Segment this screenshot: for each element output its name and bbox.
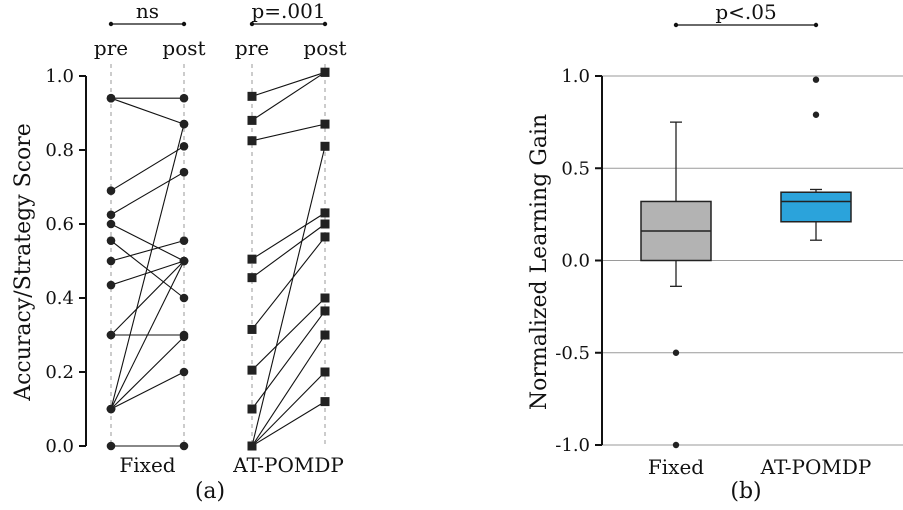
pair-line: [111, 241, 184, 298]
panel-a-y-tick-label: 0.8: [45, 140, 74, 161]
group-label: AT-POMDP: [232, 453, 344, 477]
post-point: [321, 208, 330, 217]
pre-point: [107, 442, 116, 451]
post-point: [180, 442, 189, 451]
pre-point: [248, 325, 257, 334]
panel-b-label: (b): [730, 479, 761, 504]
group-label: Fixed: [119, 453, 175, 477]
interquartile-box: [781, 192, 851, 222]
post-point: [321, 368, 330, 377]
pair-line: [252, 124, 325, 141]
panel-a-y-tick-label: 0.0: [45, 436, 74, 457]
outlier-point: [673, 442, 679, 448]
panel-a-y-tick-label: 0.6: [45, 214, 74, 235]
box-fixed: Fixed: [641, 122, 711, 479]
panel-b-y-tick-label: -0.5: [555, 343, 590, 364]
box-at-pomdp: AT-POMDP: [760, 76, 872, 479]
pre-point: [107, 331, 116, 340]
pre-label: pre: [94, 36, 128, 60]
pair-line: [252, 72, 325, 120]
pre-point: [248, 136, 257, 145]
post-point: [180, 294, 189, 303]
post-point: [321, 220, 330, 229]
post-point: [180, 142, 189, 151]
panel-b-y-tick-label: 0.5: [561, 158, 590, 179]
post-point: [180, 236, 189, 245]
outlier-point: [673, 350, 679, 356]
panel-a-y-tick-label: 0.2: [45, 362, 74, 383]
post-point: [321, 294, 330, 303]
panel-a: Accuracy/Strategy Score 0.0 0.2 0.4 0.6 0.8 1…: [11, 0, 347, 504]
panel-b-y-tick-label: 0.0: [561, 251, 590, 272]
pair-line: [111, 337, 184, 409]
pair-line: [252, 335, 325, 446]
panel-b-y-tick-label: 1.0: [561, 66, 590, 87]
bracket-end: [182, 22, 186, 26]
pre-point: [248, 255, 257, 264]
significance-label: p=.001: [251, 0, 325, 23]
panel-b-y-axis-label: Normalized Learning Gain: [527, 114, 552, 410]
post-point: [180, 120, 189, 129]
bracket-end: [674, 23, 678, 27]
pre-point: [248, 92, 257, 101]
post-point: [321, 331, 330, 340]
pair-line: [111, 98, 184, 124]
pair-line: [252, 72, 325, 96]
post-point: [180, 257, 189, 266]
bracket-end: [814, 23, 818, 27]
pre-point: [107, 220, 116, 229]
post-point: [180, 94, 189, 103]
post-point: [180, 168, 189, 177]
significance-label: ns: [136, 0, 159, 23]
pair-line: [111, 261, 184, 335]
panel-b-y-tick-label: -1.0: [555, 435, 590, 456]
panel-b: Normalized Learning Gain -1.0 -0.5 0.0 0.5 1…: [527, 0, 903, 504]
post-label: post: [162, 36, 205, 60]
post-label: post: [303, 36, 346, 60]
pair-line: [111, 124, 184, 409]
post-point: [321, 232, 330, 241]
category-label: AT-POMDP: [760, 455, 872, 479]
pair-line: [111, 172, 184, 215]
panel-a-y-tick-label: 1.0: [45, 66, 74, 87]
pair-line: [252, 213, 325, 259]
post-point: [321, 142, 330, 151]
outlier-point: [813, 112, 819, 118]
outlier-point: [813, 76, 819, 82]
post-point: [180, 368, 189, 377]
pre-point: [107, 257, 116, 266]
pair-line: [252, 372, 325, 446]
pre-point: [107, 210, 116, 219]
pre-point: [107, 186, 116, 195]
post-point: [321, 397, 330, 406]
pair-line: [111, 224, 184, 261]
pre-point: [107, 405, 116, 414]
post-point: [321, 120, 330, 129]
panel-a-y-axis-label: Accuracy/Strategy Score: [11, 123, 36, 402]
pre-point: [248, 273, 257, 282]
pre-point: [248, 442, 257, 451]
pre-point: [248, 116, 257, 125]
category-label: Fixed: [648, 455, 704, 479]
group-at-pomdp: pre post p=.001 AT-POMDP: [232, 0, 346, 477]
pre-point: [107, 236, 116, 245]
pair-line: [111, 241, 184, 261]
pair-line: [111, 372, 184, 409]
pair-line: [252, 146, 325, 446]
bracket-end: [109, 22, 113, 26]
pre-label: pre: [235, 36, 269, 60]
post-point: [180, 333, 189, 342]
pre-point: [107, 281, 116, 290]
pre-point: [248, 366, 257, 375]
pre-point: [107, 94, 116, 103]
post-point: [321, 306, 330, 315]
post-point: [321, 68, 330, 77]
panel-a-y-tick-label: 0.4: [45, 288, 74, 309]
panel-a-label: (a): [195, 479, 225, 504]
pre-point: [248, 405, 257, 414]
group-fixed: pre postns Fixed: [94, 0, 206, 477]
significance-label: p<.05: [715, 0, 776, 24]
